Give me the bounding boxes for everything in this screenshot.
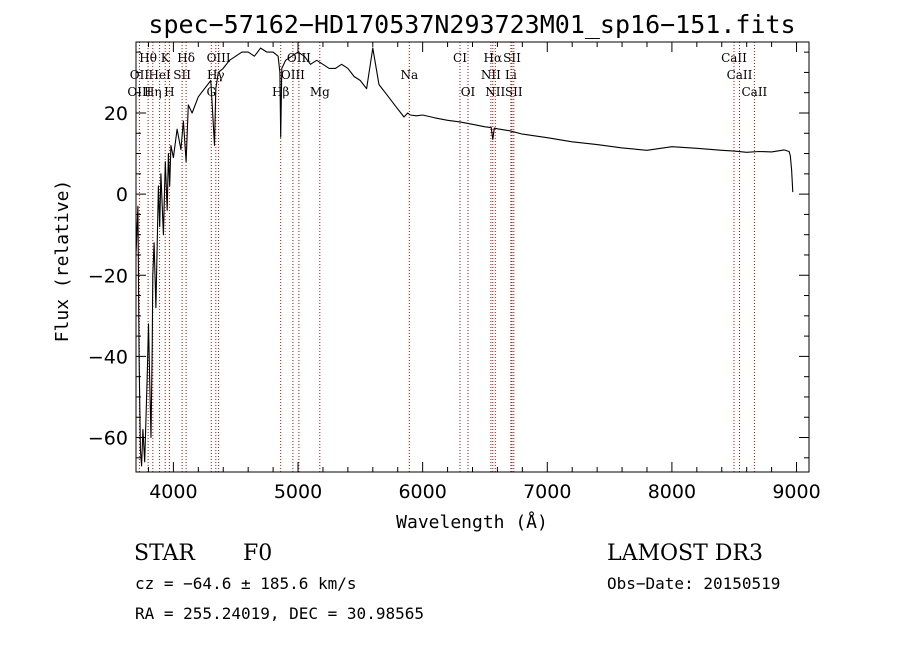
velocity-info: cz = −64.6 ± 185.6 km/s bbox=[135, 574, 357, 593]
line-label-7: SII bbox=[503, 51, 521, 65]
coordinates: RA = 255.24019, DEC = 30.98565 bbox=[135, 604, 424, 623]
chart-title: spec−57162−HD170537N293723M01_sp16−151.f… bbox=[148, 10, 795, 39]
line-label-26: SII bbox=[505, 85, 523, 99]
line-label-27: CaII bbox=[741, 85, 767, 99]
line-label-2: Hδ bbox=[177, 51, 195, 65]
y-tick-label-4: 20 bbox=[104, 103, 128, 125]
subclass: F0 bbox=[243, 541, 272, 566]
y-tick-label-1: −40 bbox=[88, 346, 128, 368]
spectral-line-markers bbox=[138, 42, 755, 472]
y-axis-label: Flux (relative) bbox=[52, 180, 73, 343]
x-tick-label-4: 8000 bbox=[648, 481, 696, 503]
line-label-15: NII bbox=[481, 68, 501, 82]
spectrum-series bbox=[135, 47, 794, 467]
line-label-1: K bbox=[161, 51, 171, 65]
line-label-19: Hη bbox=[144, 85, 162, 99]
y-tick-label-0: −60 bbox=[88, 428, 128, 450]
x-axis-ticks: 4000 5000 6000 7000 8000 9000 bbox=[147, 42, 821, 503]
spectrum-line bbox=[135, 47, 794, 467]
y-axis-ticks: −60 −40 −20 0 20 bbox=[88, 51, 809, 459]
x-axis-label: Wavelength (Å) bbox=[396, 511, 548, 533]
line-label-20: H bbox=[164, 85, 174, 99]
line-label-10: HeI bbox=[148, 68, 171, 82]
line-label-9: OII bbox=[130, 68, 150, 82]
line-label-25: NII bbox=[485, 85, 505, 99]
line-label-24: OI bbox=[461, 85, 476, 99]
line-label-22: Hβ bbox=[272, 85, 289, 99]
line-label-13: OIII bbox=[281, 68, 305, 82]
line-label-16: Li bbox=[505, 68, 517, 82]
survey-name: LAMOST DR3 bbox=[607, 541, 763, 566]
line-label-14: Na bbox=[400, 68, 418, 82]
line-label-0: Hθ bbox=[139, 51, 157, 65]
x-tick-label-0: 4000 bbox=[149, 481, 197, 503]
x-tick-label-2: 6000 bbox=[398, 481, 446, 503]
x-tick-label-3: 7000 bbox=[523, 481, 571, 503]
line-label-3: OIII bbox=[207, 51, 231, 65]
obs-date: Obs−Date: 20150519 bbox=[607, 574, 780, 593]
x-tick-label-5: 9000 bbox=[772, 481, 820, 503]
line-label-23: Mg bbox=[310, 85, 330, 99]
line-label-5: CI bbox=[453, 51, 467, 65]
plot-frame bbox=[135, 41, 810, 473]
line-label-11: SII bbox=[173, 68, 191, 82]
line-label-4: OIII bbox=[287, 51, 311, 65]
line-label-8: CaII bbox=[721, 51, 747, 65]
line-label-17: CaII bbox=[727, 68, 753, 82]
line-label-18: OIII bbox=[127, 85, 151, 99]
y-tick-label-3: 0 bbox=[116, 184, 128, 206]
line-label-6: Hα bbox=[484, 51, 503, 65]
object-type: STAR bbox=[134, 541, 196, 566]
y-tick-label-2: −20 bbox=[88, 265, 128, 287]
x-tick-label-1: 5000 bbox=[274, 481, 322, 503]
